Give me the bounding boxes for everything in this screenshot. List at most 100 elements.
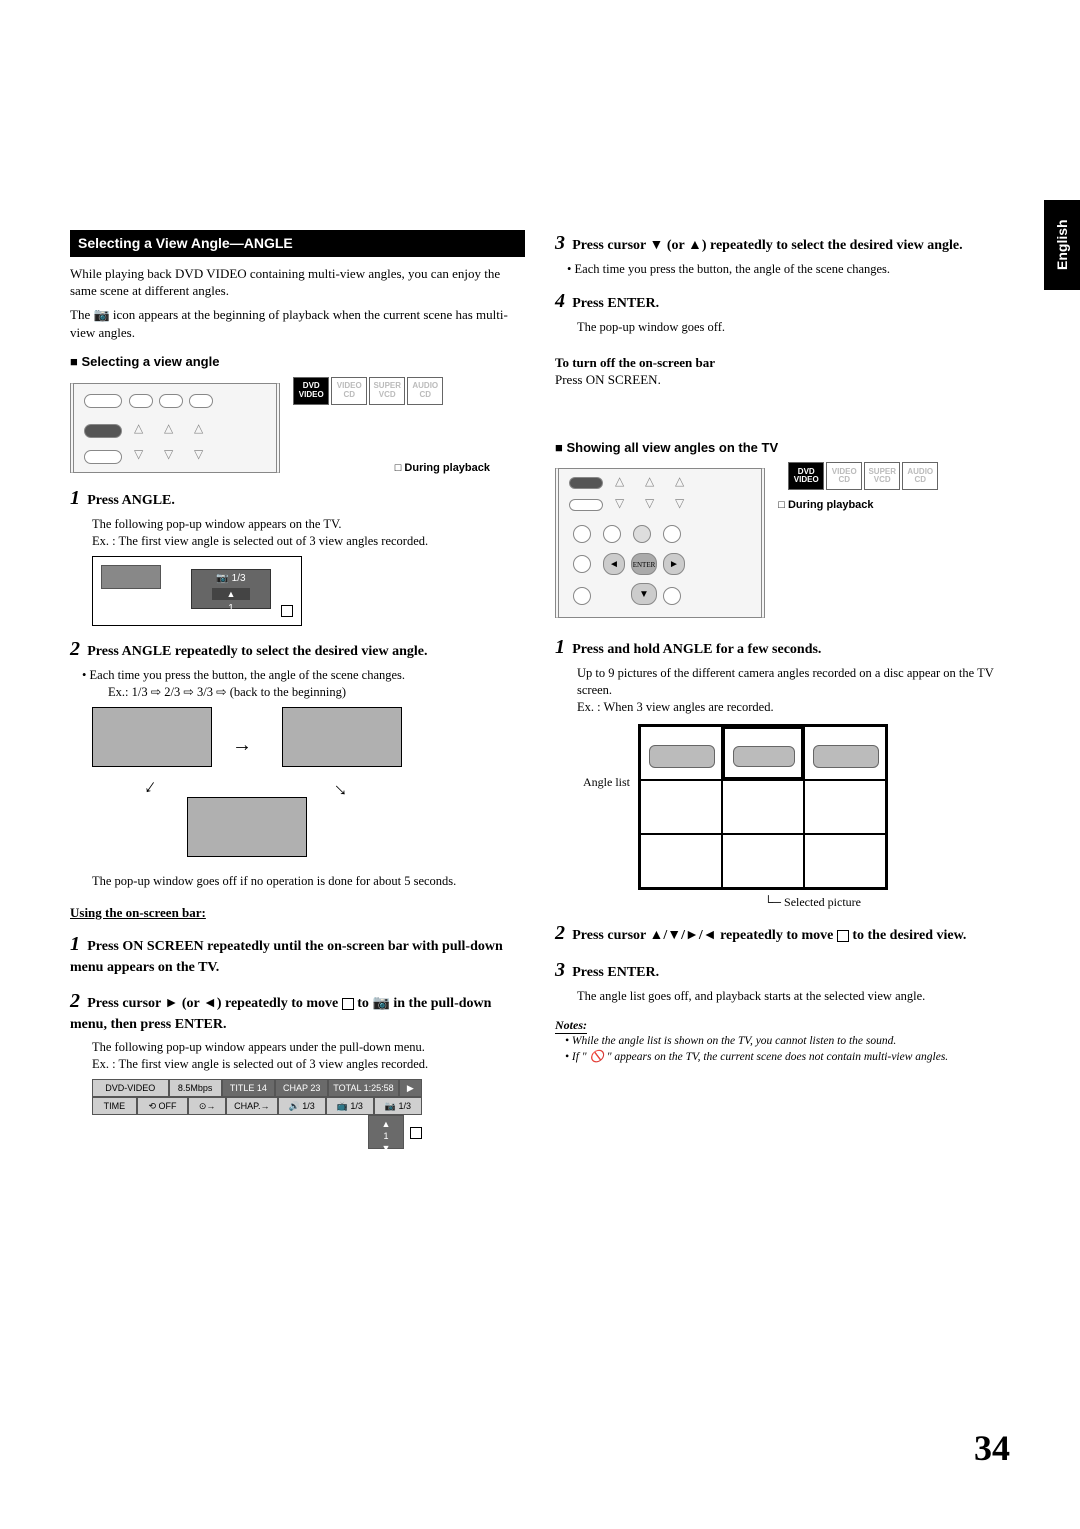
cursor-icon [281, 605, 293, 617]
osb-row-1: DVD-VIDEO 8.5Mbps TITLE 14 CHAP 23 TOTAL… [92, 1079, 422, 1097]
disc-badges: DVDVIDEO VIDEOCD SUPERVCD AUDIOCD [293, 377, 443, 405]
cursor-icon [410, 1127, 422, 1139]
note-item: • If " 🚫 " appears on the TV, the curren… [565, 1050, 1010, 1066]
section-title: Selecting a View Angle—ANGLE [70, 230, 525, 257]
step-body: The following pop-up window appears on t… [92, 516, 525, 533]
step-1: 1 Press ANGLE. [70, 485, 525, 512]
right-step-4: 4 Press ENTER. [555, 288, 1010, 315]
osb-cell: TITLE 14 [222, 1079, 275, 1097]
remote-illustration: △ △ △ ▽ ▽ ▽ [70, 383, 280, 473]
step-number: 4 [555, 290, 565, 312]
step-number: 1 [70, 487, 80, 509]
step-title: Press ANGLE repeatedly to select the des… [87, 644, 427, 659]
step-number: 1 [555, 636, 565, 658]
badge-audio-cd: AUDIOCD [902, 462, 938, 490]
osb-cell: TIME [92, 1097, 137, 1115]
step-title: Press cursor ► (or ◄) repeatedly to move… [70, 996, 491, 1032]
step-ex: Ex. : The first view angle is selected o… [92, 533, 525, 550]
osb-cell: 📺 1/3 [326, 1097, 374, 1115]
angle-cell [804, 834, 886, 888]
step-title: Press and hold ANGLE for a few seconds. [572, 642, 821, 657]
badge-dvd-video: DVDVIDEO [293, 377, 329, 405]
step-body: The following pop-up window appears unde… [92, 1039, 525, 1056]
angle-icon: 📷 [372, 996, 389, 1011]
s2-a: Press cursor ► (or ◄) repeatedly to move [87, 996, 342, 1011]
osb-cell: CHAP 23 [275, 1079, 328, 1097]
content-columns: Selecting a View Angle—ANGLE While playi… [70, 230, 1010, 1155]
cursor-icon [837, 930, 849, 942]
remote-row: △ △ △ ▽ ▽ ▽ DVDVIDEO VIDEOCD SUPERVCD AU… [70, 377, 525, 476]
s2b-a: Press cursor ▲/▼/►/◄ repeatedly to move [572, 928, 837, 943]
angle-cell [804, 726, 886, 780]
onscreen-bar: DVD-VIDEO 8.5Mbps TITLE 14 CHAP 23 TOTAL… [92, 1079, 422, 1149]
step-title: Press ON SCREEN repeatedly until the on-… [70, 939, 503, 975]
step-number: 2 [555, 922, 565, 944]
onscreen-heading: Using the on-screen bar: [70, 904, 525, 922]
step-ex: Ex. : When 3 view angles are recorded. [577, 699, 1010, 716]
badge-audio-cd: AUDIOCD [407, 377, 443, 405]
car-diagram: → → → [92, 707, 402, 867]
step-number: 2 [70, 990, 80, 1012]
notes-heading: Notes: [555, 1017, 587, 1034]
angle-cell [722, 834, 804, 888]
right-step-2b: 2 Press cursor ▲/▼/►/◄ repeatedly to mov… [555, 920, 1010, 947]
osb-cell: ⊙→ [188, 1097, 226, 1115]
angle-cell [640, 780, 722, 834]
badge-video-cd: VIDEOCD [331, 377, 367, 405]
step-title: Press ENTER. [572, 965, 659, 980]
right-step-3: 3 Press cursor ▼ (or ▲) repeatedly to se… [555, 230, 1010, 257]
angle-grid [638, 724, 888, 890]
step-number: 3 [555, 232, 565, 254]
disc-badges: DVDVIDEO VIDEOCD SUPERVCD AUDIOCD [788, 462, 938, 490]
left-column: Selecting a View Angle—ANGLE While playi… [70, 230, 525, 1155]
right-step-3b: 3 Press ENTER. [555, 957, 1010, 984]
popup-diagram: 📷 1/3 ▲ 1 [92, 556, 302, 626]
step-bullet: • Each time you press the button, the an… [567, 261, 1010, 278]
step-number: 2 [70, 638, 80, 660]
step-ex: Ex.: 1/3 ⇨ 2/3 ⇨ 3/3 ⇨ (back to the begi… [108, 684, 525, 701]
page-number: 34 [974, 1427, 1010, 1469]
onscreen-step-1: 1 Press ON SCREEN repeatedly until the o… [70, 931, 525, 978]
osb-dropdown: ▲ 1 ▼ [368, 1115, 404, 1149]
step-title: Press ENTER. [572, 296, 659, 311]
subhead-select-angle: Selecting a view angle [70, 353, 525, 371]
angle-list-label: Angle list [565, 774, 630, 790]
note-text: While the angle list is shown on the TV,… [572, 1035, 896, 1047]
bullet-text: Each time you press the button, the angl… [90, 668, 406, 682]
osb-cell: ▶ [399, 1079, 422, 1097]
step-number: 3 [555, 959, 565, 981]
osb-cell: 🔊 1/3 [278, 1097, 326, 1115]
angle-cell [722, 780, 804, 834]
intro2-prefix: The [70, 307, 93, 322]
turnoff-body: Press ON SCREEN. [555, 371, 1010, 389]
selected-picture-label: └─ Selected picture [615, 894, 1010, 910]
angle-grid-wrap: Angle list [635, 724, 1010, 890]
osb-cell: ⟲ OFF [137, 1097, 189, 1115]
osb-cell: CHAP.→ [226, 1097, 278, 1115]
angle-cell [640, 834, 722, 888]
intro-text: While playing back DVD VIDEO containing … [70, 265, 525, 300]
step-title: Press ANGLE. [87, 493, 175, 508]
osb-cell: DVD-VIDEO [92, 1079, 169, 1097]
step-title: Press cursor ▲/▼/►/◄ repeatedly to move … [572, 928, 966, 943]
badge-super-vcd: SUPERVCD [864, 462, 900, 490]
osb-row-2: TIME ⟲ OFF ⊙→ CHAP.→ 🔊 1/3 📺 1/3 📷 1/3 [92, 1097, 422, 1115]
right-column: 3 Press cursor ▼ (or ▲) repeatedly to se… [555, 230, 1010, 1155]
selected-label-text: Selected picture [784, 895, 861, 909]
angle-cell [804, 780, 886, 834]
turnoff-heading: To turn off the on-screen bar [555, 354, 1010, 372]
note-item: • While the angle list is shown on the T… [565, 1034, 1010, 1050]
note-text: If " 🚫 " appears on the TV, the current … [572, 1051, 948, 1063]
badge-video-cd: VIDEOCD [826, 462, 862, 490]
bullet-text: Each time you press the button, the angl… [575, 262, 891, 276]
remote-row-right: △ △ △ ▽ ▽ ▽ ◄ ENTER ► ▼ [555, 462, 1010, 624]
onscreen-step-2: 2 Press cursor ► (or ◄) repeatedly to mo… [70, 988, 525, 1035]
step-after: The pop-up window goes off if no operati… [92, 873, 525, 890]
step-number: 1 [70, 933, 80, 955]
step-body: The pop-up window goes off. [577, 319, 1010, 336]
right-step-1: 1 Press and hold ANGLE for a few seconds… [555, 634, 1010, 661]
osb-cell: 8.5Mbps [169, 1079, 222, 1097]
badge-super-vcd: SUPERVCD [369, 377, 405, 405]
popup-value: 1/3 [232, 573, 246, 584]
popup-index: 1 [192, 602, 270, 616]
